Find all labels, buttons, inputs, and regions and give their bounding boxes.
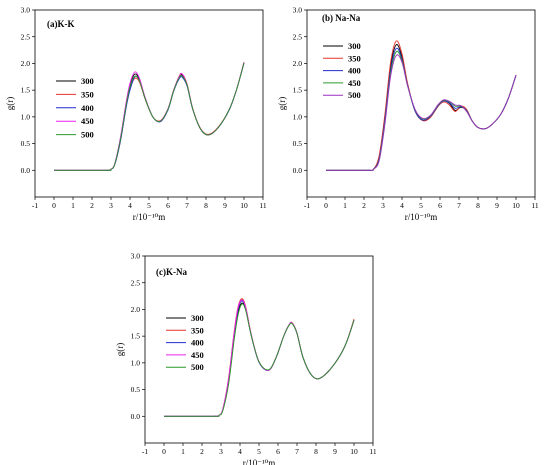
x-tick-label: 9 <box>495 201 499 210</box>
y-axis-label: g(r) <box>115 343 125 357</box>
panel-title: (b) Na-Na <box>322 13 361 23</box>
y-tick-label: 3.0 <box>131 252 141 261</box>
y-tick-label: 1.0 <box>293 112 303 121</box>
x-tick-label: 1 <box>181 447 185 456</box>
x-tick-label: 4 <box>128 201 132 210</box>
x-tick-label: 4 <box>238 447 242 456</box>
y-tick-label: 0.0 <box>131 412 141 421</box>
legend-label: 300 <box>348 41 361 51</box>
y-tick-label: 0.5 <box>293 139 303 148</box>
legend-label: 350 <box>191 325 204 335</box>
chart-panel-1: -1 0 1 2 3 4 5 6 7 8 9 10 11 0.0 0.5 1.0 1.5 2.0 2.5 3.0 r/1… <box>277 6 539 222</box>
x-tick-label: 10 <box>512 201 520 210</box>
y-tick-label: 2.5 <box>293 32 303 41</box>
legend-label: 300 <box>81 76 94 86</box>
y-tick-label: 1.0 <box>131 358 141 367</box>
panel-title: (c)K-Na <box>156 267 187 277</box>
x-tick-label: 10 <box>350 447 358 456</box>
legend-label: 500 <box>81 130 94 140</box>
legend-label: 400 <box>191 338 204 348</box>
y-axis-label: g(r) <box>277 97 287 111</box>
plot-frame <box>34 9 264 198</box>
legend-label: 400 <box>348 66 361 76</box>
x-tick-label: -1 <box>32 201 38 210</box>
x-tick-label: 10 <box>240 201 248 210</box>
x-tick-label: 6 <box>276 447 280 456</box>
x-tick-label: 7 <box>457 201 461 210</box>
x-tick-label: 2 <box>90 201 94 210</box>
series-line-300 <box>325 44 517 171</box>
x-tick-label: 3 <box>381 201 385 210</box>
y-tick-label: 3.0 <box>293 6 303 15</box>
x-axis-label: r/10⁻¹⁰m <box>405 212 438 222</box>
x-tick-label: 8 <box>314 447 318 456</box>
x-tick-label: 5 <box>147 201 151 210</box>
series-line-500 <box>53 62 245 171</box>
y-tick-label: 0.0 <box>21 166 31 175</box>
x-tick-label: 3 <box>109 201 113 210</box>
x-tick-label: 11 <box>369 447 376 456</box>
y-axis-label: g(r) <box>5 97 15 111</box>
x-axis-label: r/10⁻¹⁰m <box>243 458 276 465</box>
y-tick-label: 0.0 <box>293 166 303 175</box>
x-tick-label: 0 <box>52 201 56 210</box>
y-tick-label: 0.5 <box>131 385 141 394</box>
legend-label: 300 <box>191 313 204 323</box>
x-tick-label: 3 <box>219 447 223 456</box>
y-tick-label: 1.0 <box>21 112 31 121</box>
y-tick-label: 1.5 <box>131 332 141 341</box>
x-tick-label: 2 <box>362 201 366 210</box>
series-line-500 <box>163 303 355 417</box>
x-tick-label: 1 <box>343 201 347 210</box>
x-tick-label: 9 <box>223 201 227 210</box>
x-tick-label: -1 <box>304 201 310 210</box>
legend-label: 350 <box>348 53 361 63</box>
x-tick-label: -1 <box>142 447 148 456</box>
x-tick-label: 5 <box>257 447 261 456</box>
x-tick-label: 9 <box>333 447 337 456</box>
x-tick-label: 4 <box>400 201 404 210</box>
series-line-500 <box>325 54 517 171</box>
legend-label: 500 <box>191 362 204 372</box>
y-tick-label: 2.0 <box>293 59 303 68</box>
x-tick-label: 11 <box>531 201 538 210</box>
x-tick-label: 8 <box>476 201 480 210</box>
x-tick-label: 7 <box>185 201 189 210</box>
x-tick-label: 6 <box>438 201 442 210</box>
x-tick-label: 0 <box>324 201 328 210</box>
x-tick-label: 2 <box>200 447 204 456</box>
y-tick-label: 2.0 <box>21 59 31 68</box>
y-tick-label: 1.5 <box>293 86 303 95</box>
x-tick-label: 11 <box>259 201 266 210</box>
y-tick-label: 2.0 <box>131 305 141 314</box>
y-tick-label: 1.5 <box>21 86 31 95</box>
plot-frame <box>306 9 536 198</box>
plot-frame <box>144 255 374 444</box>
y-tick-label: 2.5 <box>131 278 141 287</box>
x-axis-label: r/10⁻¹⁰m <box>133 212 166 222</box>
x-tick-label: 6 <box>166 201 170 210</box>
chart-panel-0: -1 0 1 2 3 4 5 6 7 8 9 10 11 0.0 0.5 1.0 1.5 2.0 2.5 3.0 r/1… <box>5 6 267 222</box>
legend-label: 450 <box>191 350 204 360</box>
chart-panel-2: -1 0 1 2 3 4 5 6 7 8 9 10 11 0.0 0.5 1.0 1.5 2.0 2.5 3.0 r/1… <box>115 252 377 465</box>
x-tick-label: 5 <box>419 201 423 210</box>
x-tick-label: 1 <box>71 201 75 210</box>
y-tick-label: 2.5 <box>21 32 31 41</box>
x-tick-label: 7 <box>295 447 299 456</box>
legend-label: 500 <box>348 90 361 100</box>
legend-label: 400 <box>81 103 94 113</box>
x-tick-label: 8 <box>204 201 208 210</box>
y-tick-label: 3.0 <box>21 6 31 15</box>
legend-label: 450 <box>81 116 94 126</box>
legend-label: 350 <box>81 89 94 99</box>
legend-label: 450 <box>348 78 361 88</box>
y-tick-label: 0.5 <box>21 139 31 148</box>
x-tick-label: 0 <box>162 447 166 456</box>
panel-title: (a)K-K <box>47 19 75 29</box>
